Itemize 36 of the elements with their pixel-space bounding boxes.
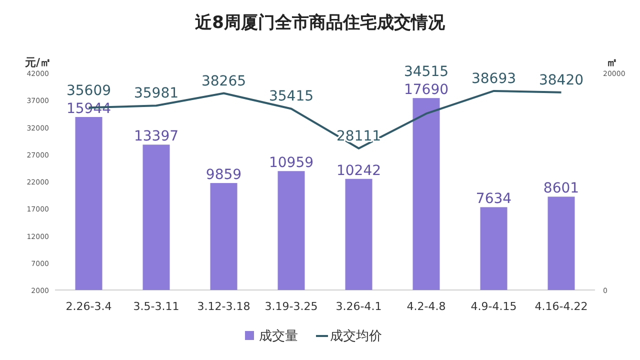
bar (278, 171, 305, 290)
data-label: 10959 (268, 155, 314, 172)
bar (142, 144, 170, 290)
bar (480, 207, 508, 290)
x-tick-label: 3.12-3.18 (197, 300, 250, 313)
y2-axis-title: ㎡ (606, 56, 618, 69)
data-label: 35981 (134, 86, 179, 102)
legend-label: 成交均价 (330, 328, 382, 344)
data-label: 13397 (134, 128, 179, 145)
bar (75, 117, 102, 290)
data-label: 10242 (336, 162, 382, 179)
data-label: 34515 (404, 64, 449, 80)
data-label: 38420 (538, 72, 584, 88)
chart-title: 近8周厦门全市商品住宅成交情况 (194, 13, 446, 33)
data-label: 28111 (336, 128, 382, 144)
x-tick-label: 4.16-4.22 (534, 300, 588, 313)
x-tick-label: 3.19-3.25 (264, 300, 318, 313)
x-tick-label: 4.2-4.8 (406, 300, 446, 313)
legend-label: 成交量 (259, 328, 298, 344)
bar (412, 98, 440, 290)
data-label: 7634 (476, 191, 512, 208)
data-label: 8601 (543, 180, 580, 197)
x-tick-label: 4.9-4.15 (470, 300, 517, 313)
data-label: 35415 (268, 88, 314, 105)
bar (548, 196, 575, 290)
data-label: 38265 (201, 73, 246, 90)
bar (210, 183, 238, 290)
data-label: 9859 (206, 167, 242, 184)
x-tick-label: 3.5-3.11 (133, 300, 180, 313)
x-tick-label: 3.26-4.1 (336, 300, 382, 313)
x-tick-label: 2.26-3.4 (66, 300, 112, 313)
data-label: 35609 (66, 83, 112, 100)
y-axis-title: 元/㎡ (24, 56, 52, 69)
bar (345, 178, 372, 290)
data-label: 38693 (471, 70, 516, 87)
data-label: 17690 (404, 82, 449, 98)
